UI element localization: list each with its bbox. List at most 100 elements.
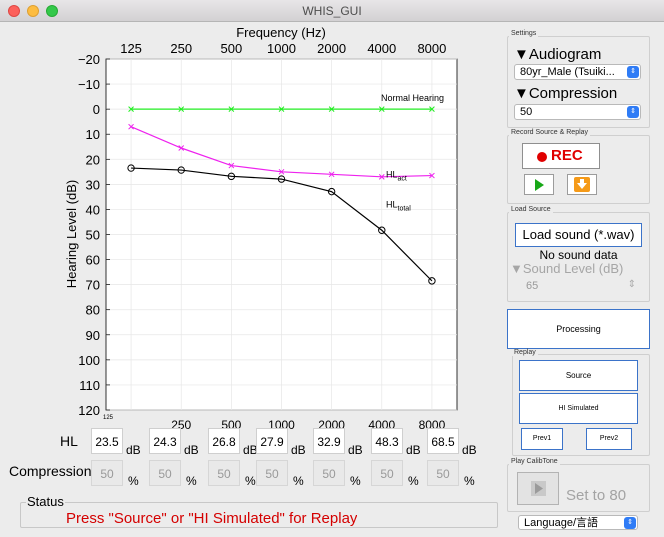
- frequency-axis-label: Frequency (Hz): [236, 25, 326, 40]
- load-panel: [507, 212, 650, 302]
- record-dot-icon: [537, 152, 547, 162]
- data-point: [378, 226, 386, 234]
- hl-unit-label: dB: [184, 443, 199, 457]
- play-button[interactable]: [524, 174, 554, 195]
- play-icon: [531, 481, 546, 496]
- hl-value-field[interactable]: 48.3: [371, 428, 403, 454]
- data-point: [278, 106, 285, 112]
- audiogram-select[interactable]: 80yr_Male (Tsuiki... ⇕: [514, 64, 641, 80]
- y-tick-label: 0: [93, 102, 100, 117]
- grid: [106, 58, 457, 411]
- hl-value-field[interactable]: 68.5: [427, 428, 459, 454]
- compression-select-value: 50: [520, 106, 533, 118]
- audiogram-select-value: 80yr_Male (Tsuiki...: [520, 66, 615, 78]
- compression-unit-label: %: [186, 474, 197, 488]
- hl-unit-label: dB: [243, 443, 258, 457]
- language-select[interactable]: Language/言語 ⇕: [518, 515, 638, 530]
- hl-row-label: HL: [60, 433, 78, 449]
- data-point: [277, 175, 286, 183]
- series-group: [127, 106, 436, 285]
- compression-unit-label: %: [128, 474, 139, 488]
- title-bar: WHIS_GUI: [0, 0, 664, 22]
- data-point: [378, 173, 385, 180]
- y-tick-label: 70: [86, 278, 100, 293]
- window-title: WHIS_GUI: [302, 4, 362, 18]
- replay-panel-title: Replay: [512, 349, 538, 356]
- hl-value-field[interactable]: 26.8: [208, 428, 240, 454]
- bottom-tick-label: 125: [103, 415, 114, 421]
- y-tick-label: 100: [78, 353, 100, 368]
- hl-value-field[interactable]: 23.5: [91, 428, 123, 454]
- compression-value-field: 50: [91, 460, 123, 486]
- y-tick-label: 40: [86, 202, 100, 217]
- y-tick-label: 20: [86, 152, 100, 167]
- compression-unit-label: %: [350, 474, 361, 488]
- close-window-button[interactable]: [8, 5, 20, 17]
- save-button[interactable]: [567, 174, 597, 195]
- data-point: [128, 106, 134, 112]
- compression-value-field: 50: [427, 460, 459, 486]
- chevron-updown-icon: ⇕: [627, 106, 639, 118]
- x-tick-label: 4000: [367, 41, 396, 56]
- y-tick-label: 120: [78, 403, 100, 418]
- y-tick-label: 110: [79, 378, 100, 393]
- no-sound-data-text: No sound data: [539, 248, 618, 262]
- data-point: [178, 106, 185, 112]
- load-sound-button[interactable]: Load sound (*.wav): [515, 223, 642, 247]
- play-calibtone-button[interactable]: [517, 472, 559, 505]
- hl-unit-label: dB: [406, 443, 421, 457]
- x-tick-label: 1000: [267, 41, 296, 56]
- set-to-80-label: Set to 80: [566, 487, 627, 504]
- settings-panel: [507, 36, 650, 128]
- hl-value-field[interactable]: 32.9: [313, 428, 345, 454]
- hl-value-field[interactable]: 27.9: [256, 428, 288, 454]
- data-point: [278, 168, 285, 175]
- sound-level-stepper[interactable]: 65 ⇕: [520, 278, 640, 294]
- x-tick-label: 250: [170, 41, 192, 56]
- prev2-button[interactable]: Prev2: [586, 428, 632, 450]
- data-point: [378, 106, 385, 112]
- compression-select[interactable]: 50 ⇕: [514, 104, 641, 120]
- x-tick-label: 8000: [417, 41, 446, 56]
- data-point: [328, 106, 335, 112]
- status-box: [20, 502, 498, 528]
- data-point: [429, 106, 435, 112]
- hl-unit-label: dB: [348, 443, 363, 457]
- processing-button[interactable]: Processing: [507, 309, 650, 349]
- compression-row-label: Compression: [9, 463, 92, 479]
- settings-panel-title: Settings: [509, 30, 539, 37]
- source-replay-button[interactable]: Source: [519, 360, 638, 391]
- data-point: [177, 166, 185, 174]
- minimize-window-button[interactable]: [27, 5, 39, 17]
- data-point: [227, 172, 236, 181]
- rec-button-label: REC: [551, 147, 583, 164]
- language-select-value: Language/言語: [524, 517, 598, 529]
- compression-value-field: 50: [256, 460, 288, 486]
- y-tick-label: −20: [78, 52, 100, 67]
- maximize-window-button[interactable]: [46, 5, 58, 17]
- prev1-button[interactable]: Prev1: [521, 428, 563, 450]
- data-point: [127, 164, 135, 172]
- hearing-level-axis-label: Hearing Level (dB): [64, 180, 79, 288]
- y-tick-label: −10: [78, 77, 100, 92]
- status-title: Status: [26, 494, 65, 509]
- load-panel-title: Load Source: [509, 206, 553, 213]
- x-tick-label: 2000: [317, 41, 346, 56]
- data-point: [228, 106, 235, 112]
- y-tick-label: 10: [86, 127, 100, 142]
- data-point: [429, 172, 435, 179]
- x-tick-label: 500: [221, 41, 243, 56]
- play-icon: [535, 179, 544, 191]
- data-point: [327, 187, 336, 196]
- data-point: [428, 277, 436, 285]
- hi-simulated-replay-button[interactable]: HI Simulated: [519, 393, 638, 424]
- calibtone-panel: [507, 464, 650, 512]
- rec-button[interactable]: REC: [522, 143, 600, 169]
- hl-value-field[interactable]: 24.3: [149, 428, 181, 454]
- sound-level-label: ▼Sound Level (dB): [510, 261, 624, 276]
- replay-panel: [512, 354, 650, 456]
- chevron-updown-icon: ⇕: [624, 517, 636, 529]
- compression-value-field: 50: [313, 460, 345, 486]
- hl-unit-label: dB: [126, 443, 141, 457]
- data-point: [128, 123, 134, 130]
